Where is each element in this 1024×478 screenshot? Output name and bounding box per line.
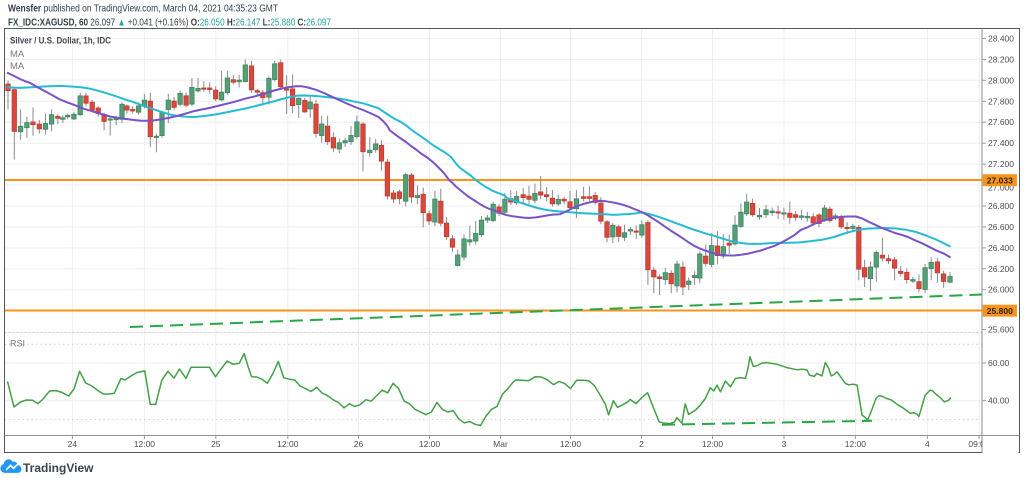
svg-text:27.200: 27.200: [988, 159, 1014, 169]
svg-text:26.400: 26.400: [988, 243, 1014, 253]
svg-text:26.800: 26.800: [988, 201, 1014, 211]
svg-text:MA: MA: [10, 61, 25, 72]
svg-text:MA: MA: [10, 49, 25, 60]
svg-text:RSI: RSI: [10, 339, 25, 349]
svg-text:24: 24: [68, 439, 78, 449]
svg-text:Silver / U.S. Dollar, 1h, IDC: Silver / U.S. Dollar, 1h, IDC: [10, 36, 111, 47]
svg-text:12:00: 12:00: [560, 439, 582, 449]
svg-text:28.200: 28.200: [988, 54, 1014, 64]
svg-text:28.400: 28.400: [988, 34, 1014, 44]
svg-text:2: 2: [639, 439, 644, 449]
svg-text:FX_IDC:XAGUSD, 60 26.097 ▲ +0.: FX_IDC:XAGUSD, 60 26.097 ▲ +0.041 (+0.16…: [8, 18, 331, 29]
svg-text:4: 4: [925, 439, 930, 449]
svg-text:27.800: 27.800: [988, 96, 1014, 106]
svg-text:Mar: Mar: [493, 439, 508, 449]
svg-text:12:00: 12:00: [134, 439, 156, 449]
svg-text:27.600: 27.600: [988, 117, 1014, 127]
svg-text:12:00: 12:00: [845, 439, 867, 449]
svg-text:27.000: 27.000: [988, 183, 1014, 193]
svg-text:26.000: 26.000: [988, 285, 1014, 295]
svg-text:Wensfer published on TradingVi: Wensfer published on TradingView.com, Ma…: [8, 4, 278, 15]
svg-text:25.600: 25.600: [988, 325, 1014, 335]
svg-text:09:00: 09:00: [968, 439, 990, 449]
svg-text:25.800: 25.800: [987, 306, 1013, 316]
svg-text:40.00: 40.00: [988, 396, 1010, 406]
svg-text:26: 26: [354, 439, 364, 449]
svg-text:26.600: 26.600: [988, 222, 1014, 232]
svg-text:TradingView: TradingView: [23, 461, 94, 475]
svg-text:12:00: 12:00: [277, 439, 299, 449]
svg-text:12:00: 12:00: [419, 439, 441, 449]
svg-text:60.00: 60.00: [988, 358, 1010, 368]
svg-text:27.400: 27.400: [988, 138, 1014, 148]
svg-text:25: 25: [211, 439, 221, 449]
svg-text:3: 3: [782, 439, 787, 449]
svg-text:27.033: 27.033: [987, 176, 1013, 186]
svg-text:26.200: 26.200: [988, 264, 1014, 274]
svg-text:28.000: 28.000: [988, 75, 1014, 85]
svg-text:12:00: 12:00: [702, 439, 724, 449]
